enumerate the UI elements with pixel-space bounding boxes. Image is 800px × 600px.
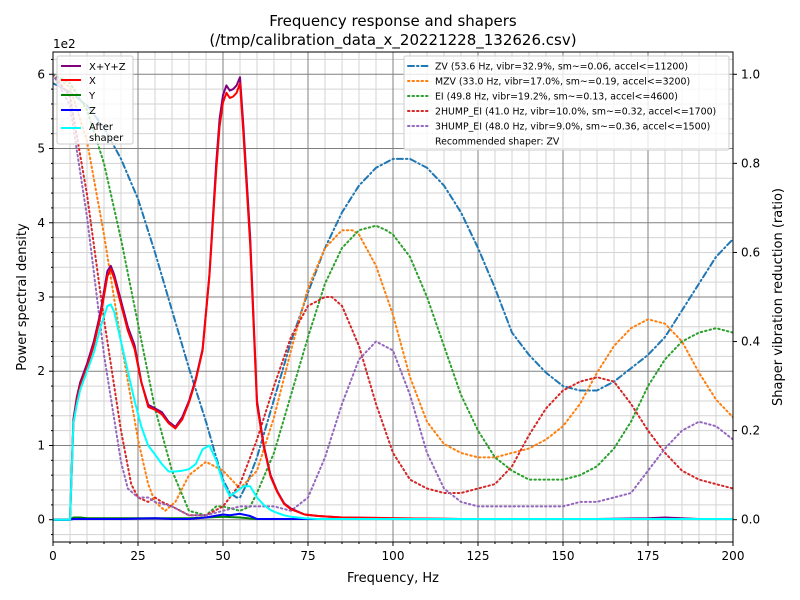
y-axis-label: Power spectral density	[15, 223, 30, 371]
y-tick-label: 2	[37, 364, 45, 378]
y-right-tick-label: 0.4	[741, 335, 760, 349]
legend-psd-label: shaper	[89, 133, 124, 144]
legend-shaper-label: 3HUMP_EI (48.0 Hz, vibr=9.0%, sm~=0.36, …	[435, 122, 710, 133]
legend-shaper-label: 2HUMP_EI (41.0 Hz, vibr=10.0%, sm~=0.32,…	[435, 107, 716, 118]
y-right-tick-label: 1.0	[741, 67, 760, 81]
legend-psd-label: Z	[89, 106, 96, 117]
legend-psd-label: Y	[88, 91, 96, 102]
recommended-shaper-label: Recommended shaper: ZV	[435, 137, 560, 148]
x-tick-label: 175	[637, 549, 660, 563]
psd-lines	[53, 76, 733, 521]
y-right-axis-ticks: 0.0 0.2 0.4 0.6 0.8 1.0	[733, 67, 760, 527]
legend-psd-label: X	[89, 76, 96, 87]
x-axis-label: Frequency, Hz	[347, 571, 439, 586]
y-axis-ticks: 0 1 2 3 4 5 6	[37, 58, 53, 536]
shaper-line-2hump-ei	[53, 73, 733, 517]
legend-shaper-label: MZV (33.0 Hz, vibr=17.0%, sm~=0.19, acce…	[435, 77, 690, 88]
x-tick-label: 0	[49, 549, 57, 563]
psd-line-z	[53, 512, 733, 521]
x-tick-label: 200	[722, 549, 745, 563]
shaper-line-3hump-ei	[53, 73, 733, 517]
x-axis-ticks: 0 25 50 75 100 125 150 175 200	[49, 542, 744, 563]
y-tick-label: 0	[37, 513, 45, 527]
y-tick-label: 4	[37, 216, 45, 230]
x-tick-label: 75	[300, 549, 315, 563]
y-tick-label: 6	[37, 67, 45, 81]
x-tick-label: 50	[215, 549, 230, 563]
chart-subtitle: (/tmp/calibration_data_x_20221228_132626…	[209, 31, 576, 50]
y-tick-label: 3	[37, 290, 45, 304]
y-scale-label: 1e2	[53, 37, 76, 51]
y-right-tick-label: 0.8	[741, 156, 760, 170]
legend-shaper-box	[403, 55, 730, 151]
y-tick-label: 5	[37, 142, 45, 156]
legend-shaper-label: EI (49.8 Hz, vibr=19.2%, sm~=0.13, accel…	[435, 92, 678, 103]
legend-shaper-label: ZV (53.6 Hz, vibr=32.9%, sm~=0.06, accel…	[435, 62, 688, 73]
y-right-tick-label: 0.6	[741, 245, 760, 259]
y-right-tick-label: 0.2	[741, 424, 760, 438]
y-tick-label: 1	[37, 438, 45, 452]
shaper-lines	[53, 73, 733, 517]
legend-psd-label: X+Y+Z	[89, 62, 126, 73]
x-tick-label: 125	[467, 549, 490, 563]
legend-psd-box	[56, 55, 134, 145]
legend-shapers: ZV (53.6 Hz, vibr=32.9%, sm~=0.06, accel…	[403, 55, 730, 151]
x-tick-label: 25	[130, 549, 145, 563]
psd-line-after-shaper	[53, 303, 733, 521]
y-right-axis-label: Shaper vibration reduction (ratio)	[771, 188, 786, 406]
chart-title: Frequency response and shapers	[269, 12, 517, 30]
x-tick-label: 150	[552, 549, 575, 563]
psd-line-x	[53, 82, 733, 521]
x-tick-label: 100	[382, 549, 405, 563]
y-right-tick-label: 0.0	[741, 513, 760, 527]
shaper-line-mzv	[53, 73, 733, 512]
shaper-line-zv	[53, 82, 733, 499]
shaper-line-ei	[53, 73, 733, 517]
legend-psd-label: After	[89, 122, 114, 133]
